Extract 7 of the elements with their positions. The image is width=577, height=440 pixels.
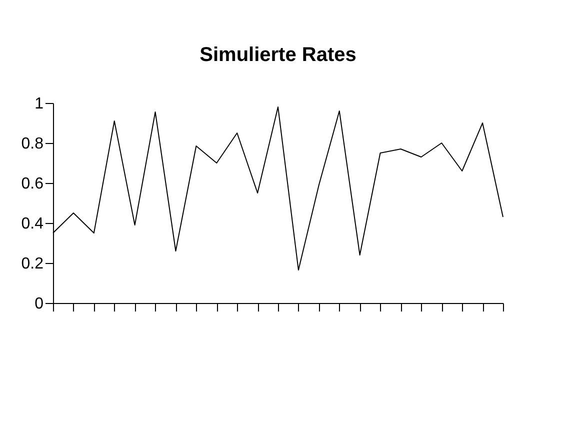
- y-tick-label: 0: [34, 296, 44, 312]
- y-tick-label: 1: [34, 96, 44, 112]
- y-tick-label: 0.2: [21, 256, 44, 272]
- y-tick-label: 0.8: [21, 136, 44, 152]
- y-tick-label: 0.6: [21, 176, 44, 192]
- chart-title: Simulierte Rates: [200, 44, 356, 66]
- y-tick-label: 0.4: [21, 216, 44, 232]
